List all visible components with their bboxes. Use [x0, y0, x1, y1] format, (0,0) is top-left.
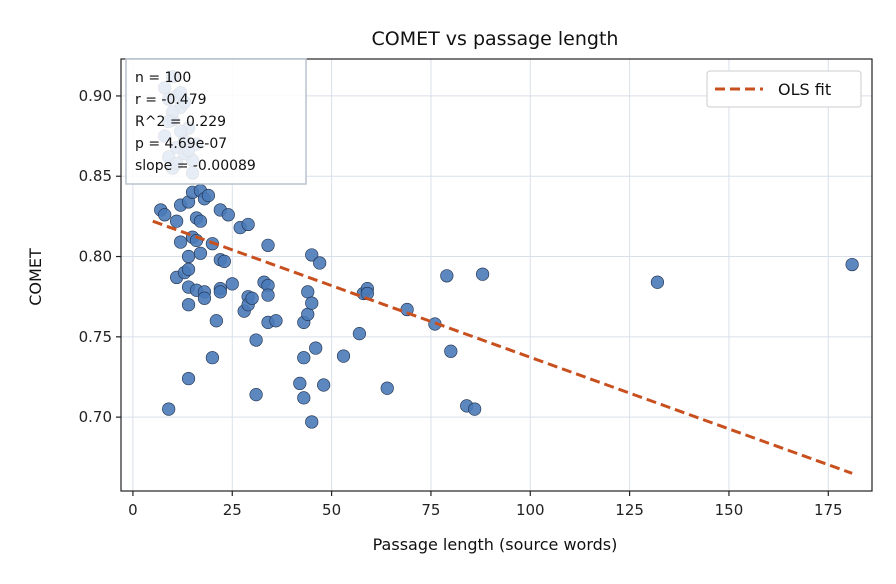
- data-point: [249, 388, 263, 402]
- chart-title: COMET vs passage length: [372, 28, 619, 50]
- data-point: [245, 291, 259, 305]
- data-point: [261, 238, 275, 252]
- stat-r: r = -0.479: [135, 92, 207, 108]
- data-point: [301, 307, 315, 321]
- stat-p: p = 4.69e-07: [135, 136, 227, 152]
- x-axis-label: Passage length (source words): [373, 535, 618, 554]
- data-point: [193, 214, 208, 228]
- legend-fit-label: OLS fit: [778, 80, 831, 99]
- legend-frame: [706, 70, 862, 108]
- data-point: [440, 269, 454, 283]
- stat-r2: R^2 = 0.229: [135, 114, 226, 130]
- y-axis-label: COMET: [26, 248, 45, 306]
- data-point: [845, 257, 859, 272]
- data-point: [269, 314, 283, 328]
- data-point: [444, 344, 458, 358]
- data-point: [475, 267, 490, 281]
- x-tick-label: 100: [516, 501, 545, 519]
- y-ticks: 0.70 0.75 0.80 0.85 0.90: [79, 87, 121, 426]
- data-point: [305, 415, 319, 429]
- data-point: [225, 277, 239, 291]
- axes: [120, 58, 873, 492]
- x-ticks: 0 25 50 75 100 125 150 175: [128, 491, 843, 519]
- x-tick-label: 75: [421, 501, 440, 519]
- data-point: [297, 391, 311, 405]
- data-point: [380, 381, 394, 395]
- ols-fit-line: [152, 219, 853, 475]
- data-point: [241, 217, 255, 232]
- data-point: [197, 291, 212, 305]
- data-point: [293, 376, 307, 391]
- x-tick-label: 50: [322, 501, 341, 519]
- stats-box-frame: [125, 58, 307, 185]
- y-tick-label: 0.80: [79, 248, 112, 266]
- data-point: [317, 378, 331, 392]
- data-point: [181, 298, 196, 312]
- data-point: [352, 327, 367, 341]
- plot-frame: [120, 58, 873, 492]
- stats-box: n = 100 r = -0.479 R^2 = 0.229 p = 4.69e…: [125, 58, 307, 185]
- data-point: [249, 333, 263, 347]
- data-point: [162, 402, 176, 416]
- x-tick-label: 25: [223, 501, 242, 519]
- data-point: [336, 349, 351, 363]
- data-point: [209, 314, 223, 328]
- x-tick-label: 150: [715, 501, 744, 519]
- data-point: [301, 285, 315, 299]
- data-point: [213, 285, 227, 299]
- y-tick-label: 0.70: [79, 408, 112, 426]
- data-point: [217, 254, 231, 268]
- data-point: [170, 214, 184, 228]
- stat-slope: slope = -0.00089: [135, 158, 256, 174]
- data-point: [174, 235, 188, 249]
- data-point: [305, 248, 319, 262]
- x-tick-label: 0: [128, 501, 138, 519]
- stat-n: n = 100: [135, 70, 191, 86]
- data-point: [313, 256, 327, 270]
- data-point: [650, 275, 665, 289]
- data-point: [181, 371, 196, 386]
- legend: OLS fit: [706, 70, 862, 108]
- grid: [121, 59, 872, 491]
- data-point: [309, 341, 323, 355]
- data-point: [181, 262, 196, 276]
- y-tick-label: 0.85: [79, 167, 112, 185]
- data-point: [305, 296, 319, 310]
- ols-fit-path: [152, 219, 853, 475]
- data-point: [221, 208, 235, 222]
- data-point: [193, 246, 208, 260]
- y-tick-label: 0.75: [79, 328, 112, 346]
- data-point: [261, 288, 275, 302]
- x-tick-label: 125: [615, 501, 644, 519]
- y-tick-label: 0.90: [79, 87, 112, 105]
- data-point: [297, 351, 311, 365]
- data-point: [158, 208, 172, 222]
- data-point: [468, 402, 482, 416]
- data-point: [181, 249, 196, 264]
- data-point: [205, 351, 219, 365]
- x-tick-label: 175: [814, 501, 843, 519]
- data-point: [201, 188, 216, 203]
